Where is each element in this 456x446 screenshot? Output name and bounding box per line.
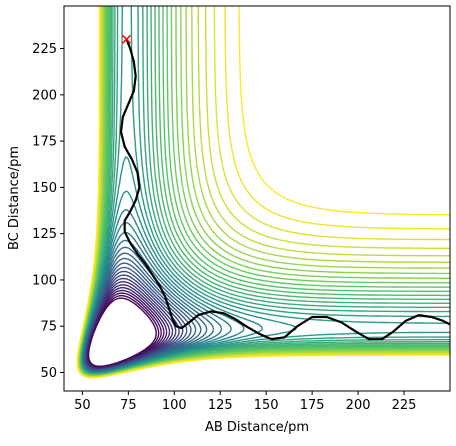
trajectory-layer (119, 34, 450, 341)
y-tick-label: 225 (32, 42, 57, 57)
x-axis-ticks: 50 75 100 125 150 175 200 225 (74, 391, 416, 413)
plot-frame (63, 5, 451, 392)
y-tick-label: 175 (32, 135, 57, 150)
x-tick-label: 175 (300, 398, 325, 413)
start-marker (121, 34, 132, 44)
y-tick-label: 100 (32, 273, 57, 288)
x-tick-label: 150 (254, 398, 279, 413)
y-tick-label: 200 (32, 88, 57, 103)
y-tick-label: 125 (32, 227, 57, 242)
y-tick-label: 150 (32, 181, 57, 196)
contour-lines (76, 6, 450, 379)
trajectory-line (119, 38, 450, 341)
x-tick-label: 200 (346, 398, 371, 413)
x-tick-label: 75 (120, 398, 137, 413)
x-tick-label: 50 (74, 398, 91, 413)
x-axis-label: AB Distance/pm (205, 420, 309, 435)
x-tick-label: 225 (392, 398, 417, 413)
y-axis-label: BC Distance/pm (7, 146, 22, 250)
y-axis-ticks: 50 75 100 125 150 175 200 225 (32, 42, 64, 381)
contour-level (78, 6, 450, 377)
contour-level (78, 6, 450, 376)
contour-level (76, 6, 450, 379)
x-tick-label: 100 (162, 398, 187, 413)
y-tick-label: 50 (40, 366, 57, 381)
y-tick-label: 75 (40, 320, 57, 335)
x-tick-label: 125 (208, 398, 233, 413)
